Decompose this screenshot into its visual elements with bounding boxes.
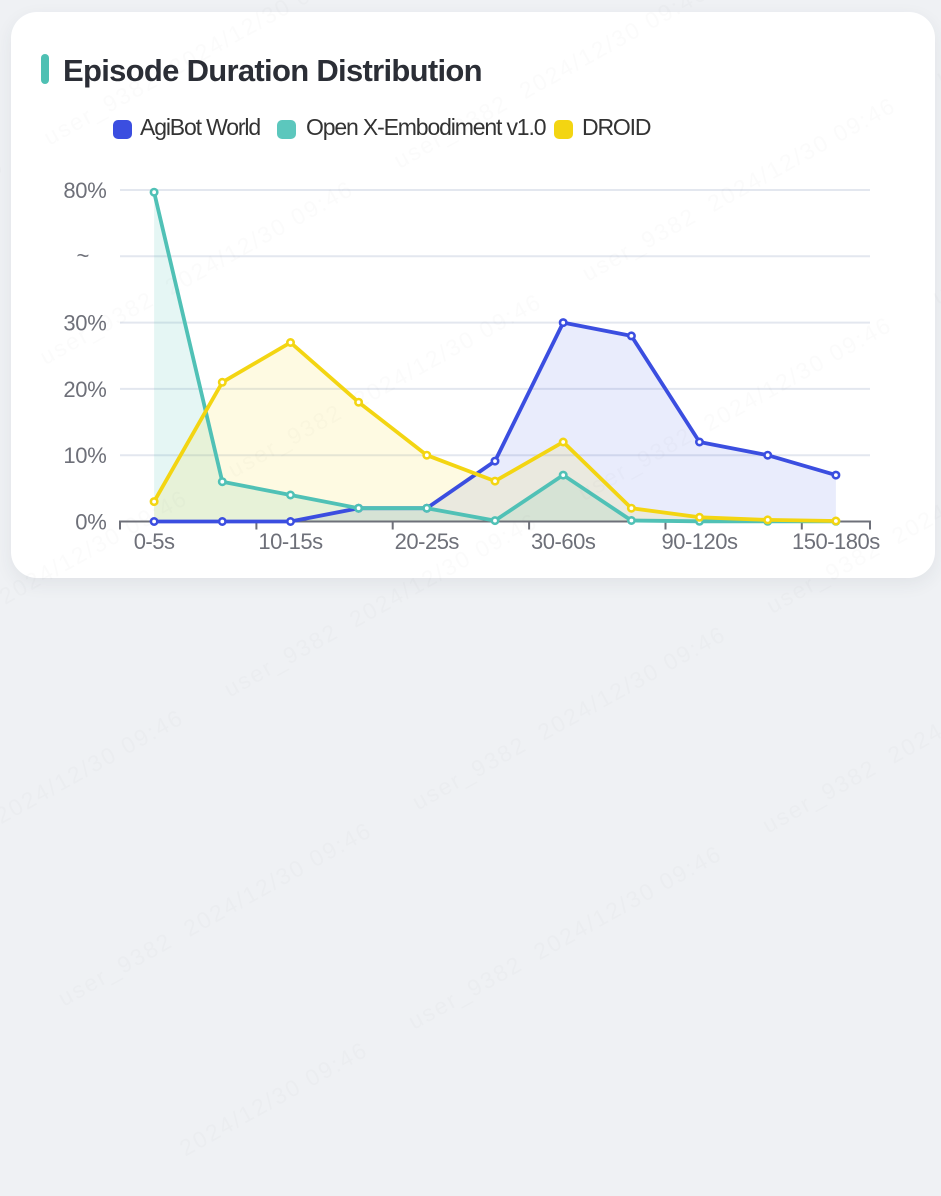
svg-text:30%: 30% <box>63 311 106 336</box>
svg-text:0%: 0% <box>75 510 106 535</box>
svg-text:80%: 80% <box>63 178 106 203</box>
svg-text:~: ~ <box>76 243 89 268</box>
svg-text:20%: 20% <box>63 377 106 402</box>
svg-text:30-60s: 30-60s <box>531 529 596 554</box>
svg-text:90-120s: 90-120s <box>661 529 738 554</box>
svg-text:0-5s: 0-5s <box>134 529 175 554</box>
svg-text:150-180s: 150-180s <box>792 529 880 554</box>
svg-text:10%: 10% <box>63 443 106 468</box>
svg-text:10-15s: 10-15s <box>258 529 323 554</box>
svg-text:20-25s: 20-25s <box>395 529 460 554</box>
